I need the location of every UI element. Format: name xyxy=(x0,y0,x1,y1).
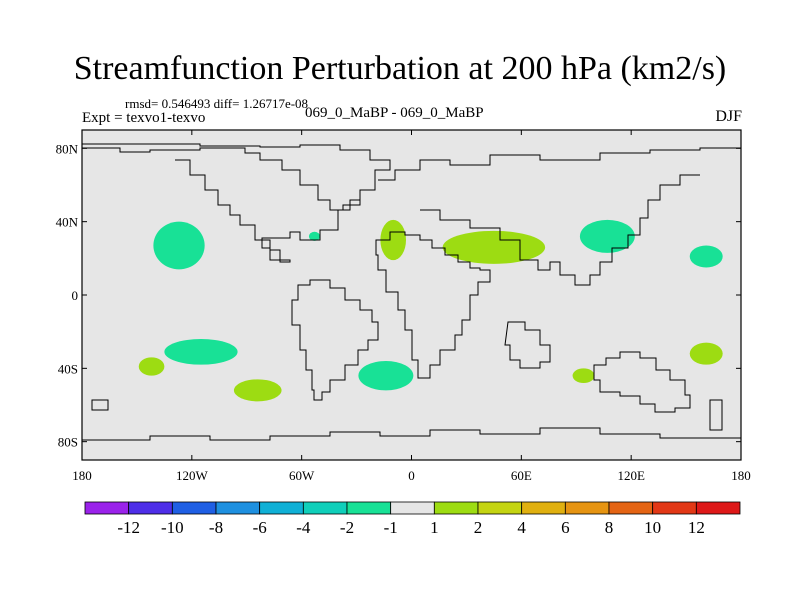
x-tick-label: 180 xyxy=(731,468,751,483)
coastline-8 xyxy=(82,427,741,441)
colorbar-box xyxy=(171,501,217,515)
anomaly-negative-1 xyxy=(308,231,320,241)
colorbar-box xyxy=(564,501,610,515)
colorbar-box xyxy=(652,501,697,515)
chart-title: Streamfunction Perturbation at 200 hPa (… xyxy=(73,50,727,87)
x-tick-label: 180 xyxy=(72,468,92,483)
x-tick-label: 0 xyxy=(408,468,415,483)
colorbar-box xyxy=(433,501,479,515)
anomaly-positive-8 xyxy=(233,379,282,402)
colorbar-label: -6 xyxy=(253,518,267,537)
colorbar-box xyxy=(84,501,130,515)
colorbar-box xyxy=(695,501,741,515)
anomaly-positive-7 xyxy=(138,357,165,376)
anomaly-positive-11 xyxy=(689,342,723,365)
colorbar-box xyxy=(390,501,435,515)
coastline-1 xyxy=(175,159,360,263)
colorbar-label: -4 xyxy=(296,518,311,537)
anomaly-negative-5 xyxy=(689,245,723,268)
anomaly-negative-6 xyxy=(164,339,238,365)
anomaly-positive-10 xyxy=(572,368,595,383)
colorbar-box xyxy=(521,501,566,515)
coastline-6 xyxy=(504,321,551,369)
y-tick-label: 40N xyxy=(56,215,79,230)
y-tick-label: 80S xyxy=(58,435,78,450)
colorbar-label: 1 xyxy=(430,518,439,537)
colorbar-label: 6 xyxy=(561,518,570,537)
coastline-9 xyxy=(91,399,109,411)
x-tick-label: 60W xyxy=(289,468,315,483)
plot-background xyxy=(82,130,741,460)
coastline-0 xyxy=(82,143,391,211)
x-tick-label: 60E xyxy=(511,468,532,483)
coastline-4 xyxy=(378,147,741,181)
anomaly-negative-9 xyxy=(358,361,414,391)
colorbar-box xyxy=(259,501,304,515)
coastline-10 xyxy=(709,399,723,431)
y-tick-label: 80N xyxy=(56,141,79,156)
colorbar-box xyxy=(477,501,523,515)
colorbar-label: 4 xyxy=(517,518,526,537)
stats-label: rmsd= 0.546493 diff= 1.26717e-08 xyxy=(125,96,309,111)
colorbar-box xyxy=(346,501,392,515)
colorbar-box xyxy=(128,501,173,515)
anomaly-negative-0 xyxy=(153,221,205,270)
colorbar-label: -1 xyxy=(384,518,398,537)
coastline-2 xyxy=(291,279,379,401)
anomaly-negative-4 xyxy=(579,219,635,253)
experiment-label: Expt = texvo1-texvo xyxy=(82,110,206,126)
colorbar-label: -10 xyxy=(161,518,184,537)
colorbar-box xyxy=(215,501,261,515)
coastline-5 xyxy=(420,174,700,286)
colorbar-label: 8 xyxy=(605,518,614,537)
coastline-3 xyxy=(375,231,491,379)
x-tick-label: 120W xyxy=(176,468,209,483)
colorbar-label: 2 xyxy=(474,518,483,537)
case-label: 069_0_MaBP - 069_0_MaBP xyxy=(305,105,484,121)
y-tick-label: 0 xyxy=(72,288,79,303)
colorbar-label: -2 xyxy=(340,518,354,537)
colorbar-box xyxy=(608,501,654,515)
x-tick-label: 120E xyxy=(617,468,645,483)
colorbar-label: 12 xyxy=(688,518,705,537)
coastline-7 xyxy=(593,351,691,413)
colorbar-box xyxy=(302,501,348,515)
y-tick-label: 40S xyxy=(58,361,78,376)
colorbar-label: 10 xyxy=(644,518,661,537)
colorbar-label: -8 xyxy=(209,518,223,537)
season-label: DJF xyxy=(715,108,742,125)
anomaly-positive-2 xyxy=(380,219,407,261)
colorbar-label: -12 xyxy=(117,518,140,537)
